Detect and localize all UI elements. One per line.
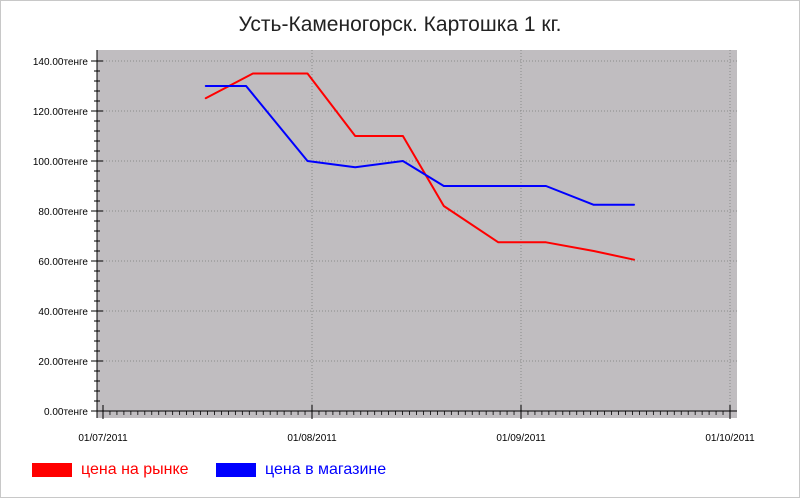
series-0-point xyxy=(402,135,404,137)
y-tick-label: 100.00тенге xyxy=(33,157,89,168)
series-1-point xyxy=(245,85,247,87)
axes: 0.00тенге 20.00тенге 40.00тенге 60.00тенге 8… xyxy=(33,50,755,444)
series-1-point xyxy=(443,185,445,187)
series-1-point xyxy=(593,204,595,206)
series-line-1 xyxy=(205,85,635,206)
legend-label-market: цена на рынке xyxy=(81,461,189,478)
series-0-point xyxy=(204,98,206,99)
series-0-point xyxy=(354,135,356,137)
y-tick-label: 60.00тенге xyxy=(38,257,88,268)
legend-swatch-market xyxy=(32,463,72,477)
x-tick-label: 01/08/2011 xyxy=(287,433,337,444)
y-tick-label: 140.00тенге xyxy=(33,57,89,68)
series-0-point xyxy=(306,73,308,74)
legend-item-store: цена в магазине xyxy=(216,460,386,480)
x-tick-label: 01/07/2011 xyxy=(78,433,128,444)
chart-title: Усть-Каменогорск. Картошка 1 кг. xyxy=(238,13,562,36)
series-lines xyxy=(204,72,636,261)
y-tick-label: 40.00тенге xyxy=(38,307,88,318)
x-tick-label: 01/10/2011 xyxy=(705,433,755,444)
y-tick-label: 0.00тенге xyxy=(44,407,88,418)
series-1-point xyxy=(497,185,499,187)
y-tick-label: 20.00тенге xyxy=(38,357,88,368)
x-tick-label: 01/09/2011 xyxy=(496,433,546,444)
series-1-point xyxy=(634,204,636,206)
plot-area xyxy=(97,50,737,418)
series-1-point xyxy=(354,166,356,168)
series-0-point xyxy=(593,250,595,252)
grid-lines xyxy=(97,50,737,418)
series-line-0 xyxy=(204,72,635,261)
series-1-point xyxy=(402,160,404,162)
y-tick-label: 120.00тенге xyxy=(33,107,89,118)
series-0-point xyxy=(443,205,445,207)
legend-item-market: цена на рынке xyxy=(32,460,189,480)
series-1-point xyxy=(204,85,206,87)
series-0-point xyxy=(497,241,499,243)
series-1-point xyxy=(545,185,547,187)
series-0-point xyxy=(634,259,636,261)
legend-label-store: цена в магазине xyxy=(265,461,387,478)
series-1-point xyxy=(306,160,308,162)
series-0-point xyxy=(252,73,254,74)
legend-swatch-store xyxy=(216,463,256,477)
y-tick-label: 80.00тенге xyxy=(38,207,88,218)
series-0-point xyxy=(545,241,547,243)
